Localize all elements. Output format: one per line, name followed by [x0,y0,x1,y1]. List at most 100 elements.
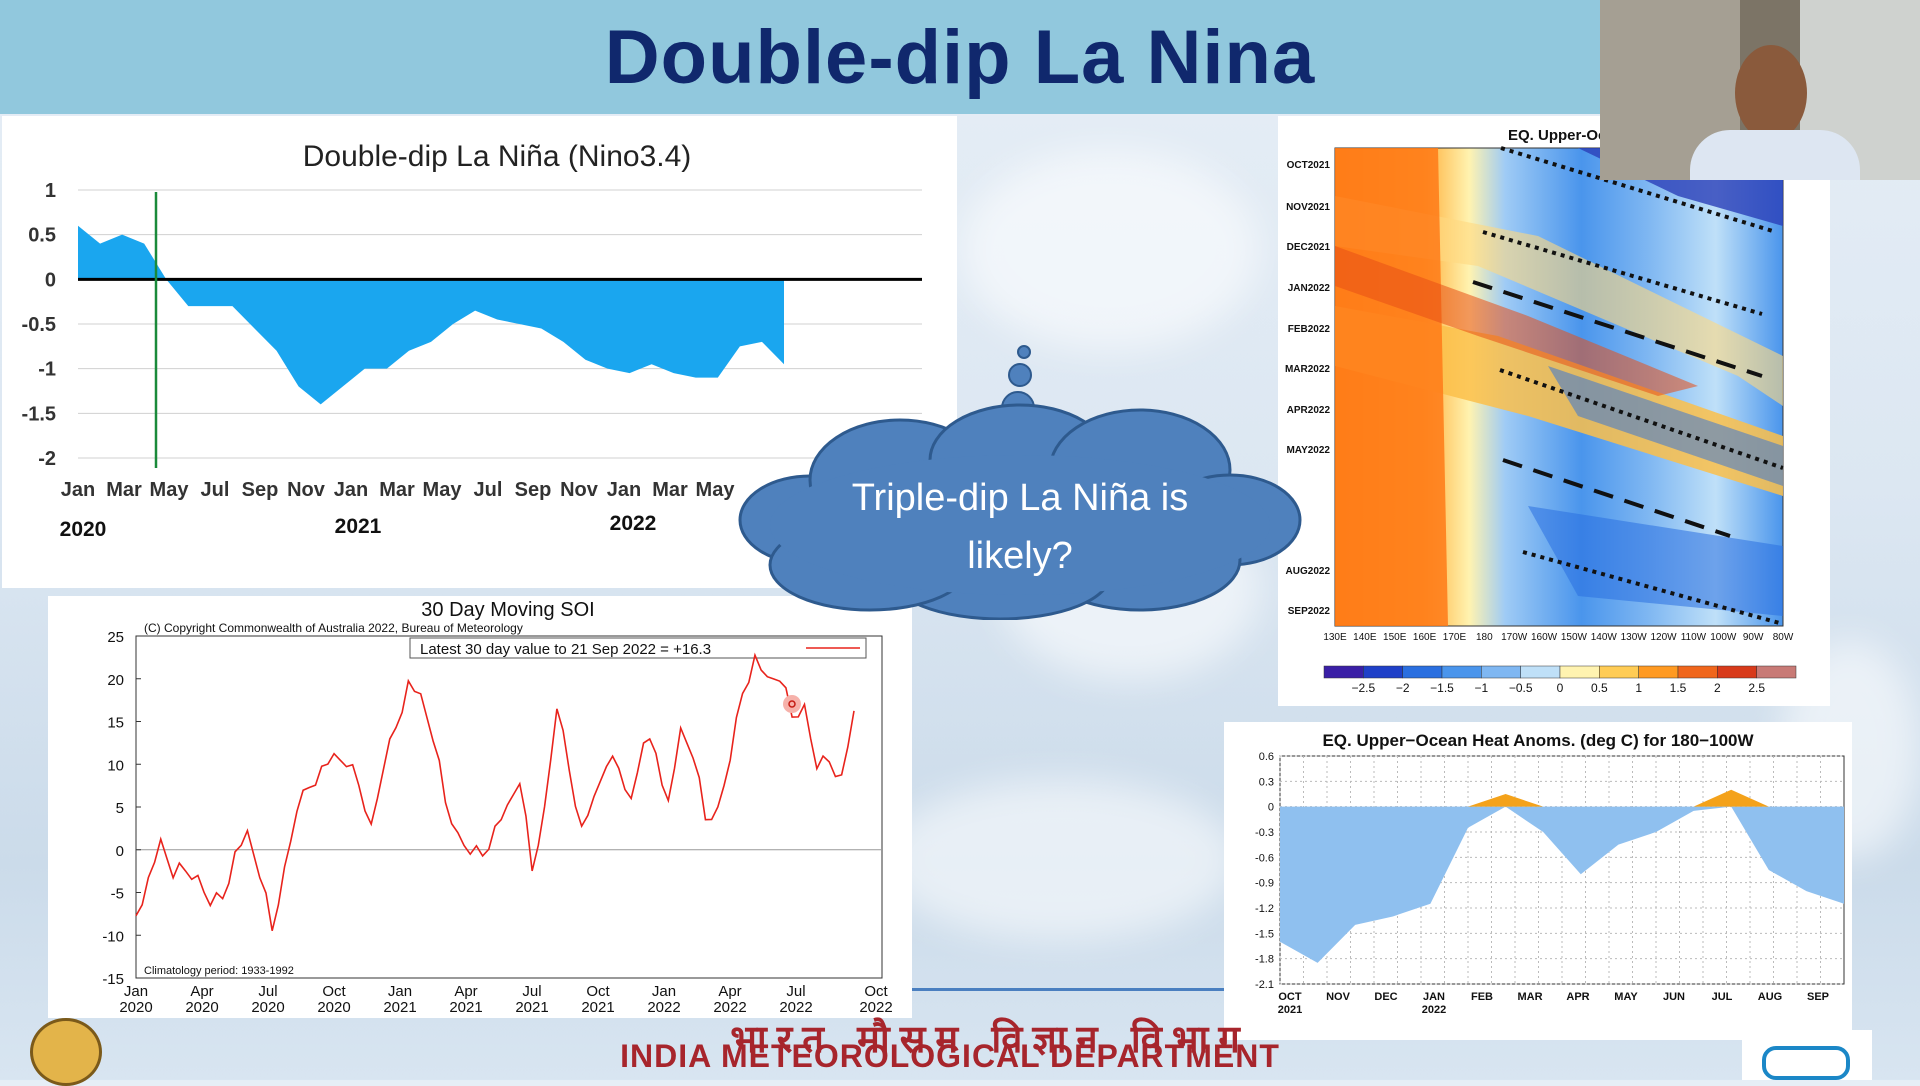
y-tick-label: 0.3 [1259,776,1274,788]
x-tick-label: OCT [1278,991,1302,1003]
x-tick-label: FEB [1471,991,1493,1003]
heat-hovmoller-chart: EQ. Upper-Ocean Heat A OCT2021NOV2021DEC… [1285,127,1797,695]
y-tick-label: -1.8 [1255,954,1274,966]
warm-pool-west [1335,148,1448,626]
x-tick-year: 2022 [647,999,680,1016]
y-tick-label: OCT2021 [1287,160,1331,171]
x-tick-label: 90W [1743,632,1764,643]
soi-chart-title: 30 Day Moving SOI [421,599,594,621]
propagation-line-dashed [1502,458,1731,538]
x-tick-year: 2022 [1422,1004,1446,1016]
x-tick-label: 150E [1383,632,1407,643]
colorbar-segment [1677,665,1718,679]
colorbar-label: −1 [1474,681,1488,695]
propagation-line-dotted [1500,146,1777,234]
y-tick-label: 0.6 [1259,751,1274,763]
thought-dot-medium [1008,363,1032,387]
x-tick-label: MAR [1517,991,1542,1003]
x-tick-label: Jul [201,479,230,501]
x-tick-label: 130E [1323,632,1347,643]
x-tick-year: 2021 [581,999,614,1016]
y-tick-label: APR2022 [1287,405,1331,416]
y-tick-label: 10 [107,757,124,774]
x-tick-year: 2020 [119,999,152,1016]
y-tick-label: -1 [38,359,56,381]
latest-value-marker [788,700,796,708]
heat-anomaly-chart-panel: EQ. Upper−Ocean Heat Anoms. (deg C) for … [1224,722,1852,1040]
y-tick-label: 5 [116,800,124,817]
colorbar-label: 0 [1557,681,1564,695]
y-tick-label: JAN2022 [1288,283,1331,294]
x-tick-label: 160W [1531,632,1558,643]
y-tick-label: 1 [45,180,56,202]
x-tick-label: Nov [560,479,599,501]
x-tick-label: 170W [1501,632,1528,643]
x-tick-label: NOV [1326,991,1351,1003]
positive-anomaly-area [1280,789,1844,807]
colorbar-segment [1717,665,1757,679]
callout-text-line2: likely? [967,535,1073,577]
x-tick-label: Mar [652,479,688,501]
colorbar-segment [1599,665,1639,679]
footer-divider [912,988,1224,991]
y-tick-label: -5 [111,886,124,903]
x-tick-label: Nov [287,479,326,501]
y-tick-label: AUG2022 [1286,566,1331,577]
y-tick-label: SEP2022 [1288,606,1331,617]
x-tick-label: 140E [1353,632,1377,643]
y-tick-label: DEC2021 [1287,242,1331,253]
x-tick-label: 130W [1621,632,1648,643]
colorbar-label: 1 [1635,681,1642,695]
x-tick-year: 2020 [251,999,284,1016]
y-tick-label: -1.5 [1255,928,1274,940]
soi-chart-panel: 30 Day Moving SOI (C) Copyright Commonwe… [48,596,912,1018]
soi-legend-box [409,637,867,659]
colorbar-label: −2.5 [1351,681,1375,695]
colorbar-label: 2.5 [1748,681,1765,695]
colorbar-segment [1481,665,1521,679]
y-tick-label: -0.5 [22,314,56,336]
x-tick-label: Sep [515,479,552,501]
colorbar-segment [1441,665,1482,679]
y-tick-label: -2.1 [1255,979,1274,991]
x-tick-year: 2020 [317,999,350,1016]
soi-footnote: Climatology period: 1933-1992 [144,965,294,977]
x-tick-label: Jul [474,479,503,501]
colorbar-segment [1520,665,1561,679]
y-tick-label: 0.5 [28,225,56,247]
year-label: 2022 [610,512,657,535]
strong-warm-band [1335,246,1698,396]
heat-hovmoller-panel: EQ. Upper-Ocean Heat A OCT2021 NOV2021 DEC… [1278,116,1830,706]
x-tick-label: APR [1566,991,1589,1003]
x-tick-label: Jan [607,479,641,501]
x-tick-label: May [696,479,736,501]
x-tick-label: Jul [258,983,277,1000]
y-tick-label: -0.3 [1255,827,1274,839]
x-tick-label: Mar [379,479,415,501]
colorbar-segment [1402,665,1443,679]
x-tick-label: Jan [124,983,148,1000]
footer-hindi-name: भारत मौसम विज्ञान विभाग [730,1017,1250,1061]
x-tick-year: 2022 [859,999,892,1016]
x-tick-label: Jan [334,479,368,501]
colorbar-segment [1559,665,1600,679]
colorbar-label: −0.5 [1509,681,1533,695]
x-tick-year: 2021 [1278,1004,1302,1016]
y-tick-label: 20 [107,672,124,689]
y-tick-label: -1.5 [22,403,56,425]
x-tick-label: JUL [1712,991,1733,1003]
x-tick-year: 2021 [515,999,548,1016]
cold-band-lower [1528,506,1783,616]
latest-value-highlight [783,695,801,713]
x-tick-label: AUG [1758,991,1782,1003]
footer-english-name: INDIA METEOROLOGICAL DEPARTMENT [620,1038,1280,1074]
colorbar-label: −2 [1396,681,1410,695]
nino34-area-series [78,225,784,405]
x-tick-label: 110W [1681,632,1707,643]
y-tick-label: -10 [102,928,124,945]
x-tick-label: SEP [1807,991,1829,1003]
y-tick-label: 0 [1268,802,1274,814]
callout-cloud: Triple-dip La Niña is likely? [738,345,1302,620]
corner-logo [1742,1030,1872,1080]
soi-series-line [135,652,855,931]
